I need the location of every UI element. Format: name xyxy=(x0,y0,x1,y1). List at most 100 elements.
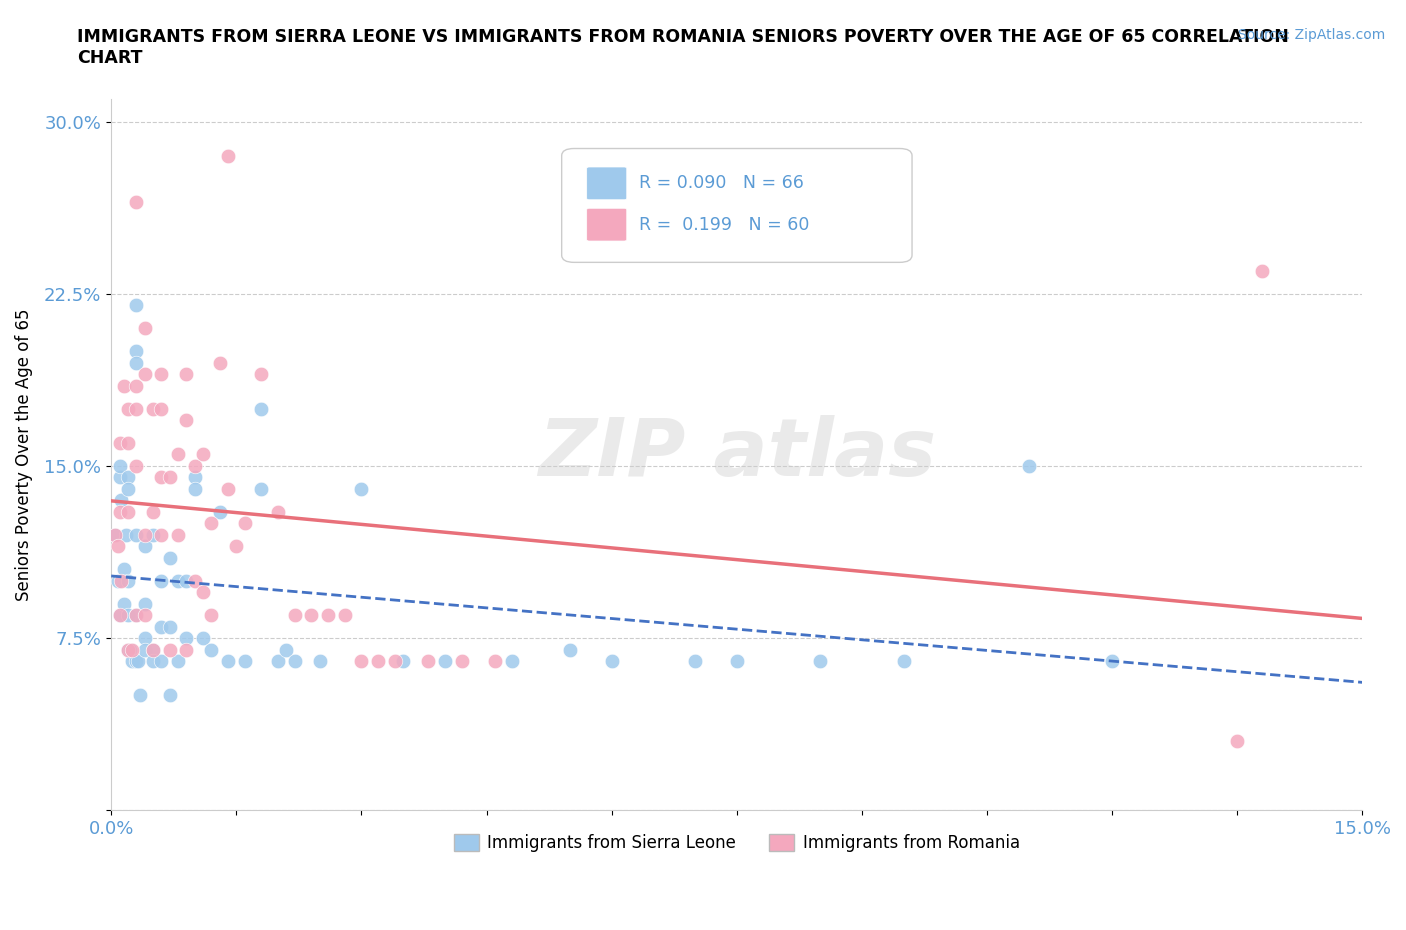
Point xyxy=(183,573,205,588)
Point xyxy=(125,527,148,542)
Point xyxy=(191,447,214,462)
Point xyxy=(267,504,290,519)
Point xyxy=(107,573,129,588)
Point xyxy=(117,573,139,588)
Point xyxy=(392,654,415,669)
Point xyxy=(217,654,239,669)
FancyBboxPatch shape xyxy=(586,167,627,200)
Point xyxy=(174,631,197,645)
Point xyxy=(159,551,181,565)
Point xyxy=(183,470,205,485)
Point xyxy=(1018,458,1040,473)
Point xyxy=(350,482,373,497)
Point xyxy=(125,194,148,209)
Point xyxy=(150,654,173,669)
Point xyxy=(1226,734,1249,749)
Legend: Immigrants from Sierra Leone, Immigrants from Romania: Immigrants from Sierra Leone, Immigrants… xyxy=(447,828,1026,858)
Point xyxy=(117,504,139,519)
Point xyxy=(125,654,148,669)
Point xyxy=(134,538,156,553)
Point xyxy=(299,607,322,622)
Point xyxy=(200,642,222,657)
Point xyxy=(104,527,127,542)
Point xyxy=(167,447,190,462)
Point xyxy=(125,458,148,473)
Point xyxy=(112,562,135,577)
Point xyxy=(125,379,148,393)
Point xyxy=(117,482,139,497)
Point xyxy=(558,642,581,657)
Point xyxy=(134,642,156,657)
Point xyxy=(125,607,148,622)
Point xyxy=(333,607,356,622)
Point xyxy=(284,654,307,669)
Y-axis label: Seniors Poverty Over the Age of 65: Seniors Poverty Over the Age of 65 xyxy=(15,308,32,601)
Point xyxy=(250,482,273,497)
Point xyxy=(208,355,231,370)
Point xyxy=(808,654,831,669)
Point xyxy=(104,527,127,542)
Point xyxy=(117,401,139,416)
Point xyxy=(433,654,456,669)
Point xyxy=(150,573,173,588)
Point xyxy=(250,366,273,381)
Point xyxy=(308,654,330,669)
Point xyxy=(217,482,239,497)
Point xyxy=(121,654,143,669)
Text: ZIP atlas: ZIP atlas xyxy=(537,416,936,494)
Point xyxy=(142,642,165,657)
Point xyxy=(191,631,214,645)
Point xyxy=(129,688,152,703)
Text: Source: ZipAtlas.com: Source: ZipAtlas.com xyxy=(1237,28,1385,42)
Point xyxy=(167,573,190,588)
Point xyxy=(167,527,190,542)
Point xyxy=(142,642,165,657)
Point xyxy=(183,482,205,497)
Point xyxy=(233,516,256,531)
Point xyxy=(725,654,748,669)
Point xyxy=(276,642,298,657)
Point xyxy=(159,619,181,634)
Point xyxy=(142,504,165,519)
Point xyxy=(150,401,173,416)
Point xyxy=(108,458,131,473)
Point xyxy=(1251,263,1274,278)
Point xyxy=(350,654,373,669)
Point xyxy=(108,607,131,622)
Point xyxy=(200,607,222,622)
Point xyxy=(134,366,156,381)
Point xyxy=(183,458,205,473)
Point xyxy=(174,573,197,588)
Point xyxy=(127,654,149,669)
Point xyxy=(142,527,165,542)
Point xyxy=(200,516,222,531)
Point xyxy=(125,355,148,370)
Point xyxy=(174,642,197,657)
Point xyxy=(208,504,231,519)
Point xyxy=(267,654,290,669)
Point xyxy=(284,607,307,622)
Text: R =  0.199   N = 60: R = 0.199 N = 60 xyxy=(640,216,810,233)
Point xyxy=(600,654,623,669)
Point xyxy=(150,619,173,634)
Point xyxy=(1101,654,1123,669)
Point xyxy=(150,527,173,542)
Point xyxy=(134,527,156,542)
Point xyxy=(142,654,165,669)
Point xyxy=(134,607,156,622)
Point xyxy=(117,642,139,657)
Point xyxy=(225,538,247,553)
FancyBboxPatch shape xyxy=(586,208,627,241)
FancyBboxPatch shape xyxy=(561,149,912,262)
Point xyxy=(174,366,197,381)
Point xyxy=(117,607,139,622)
Point xyxy=(174,413,197,428)
Point xyxy=(112,596,135,611)
Point xyxy=(107,538,129,553)
Point xyxy=(134,596,156,611)
Text: R = 0.090   N = 66: R = 0.090 N = 66 xyxy=(640,174,804,193)
Point xyxy=(110,573,132,588)
Point xyxy=(125,607,148,622)
Point xyxy=(108,607,131,622)
Point xyxy=(108,470,131,485)
